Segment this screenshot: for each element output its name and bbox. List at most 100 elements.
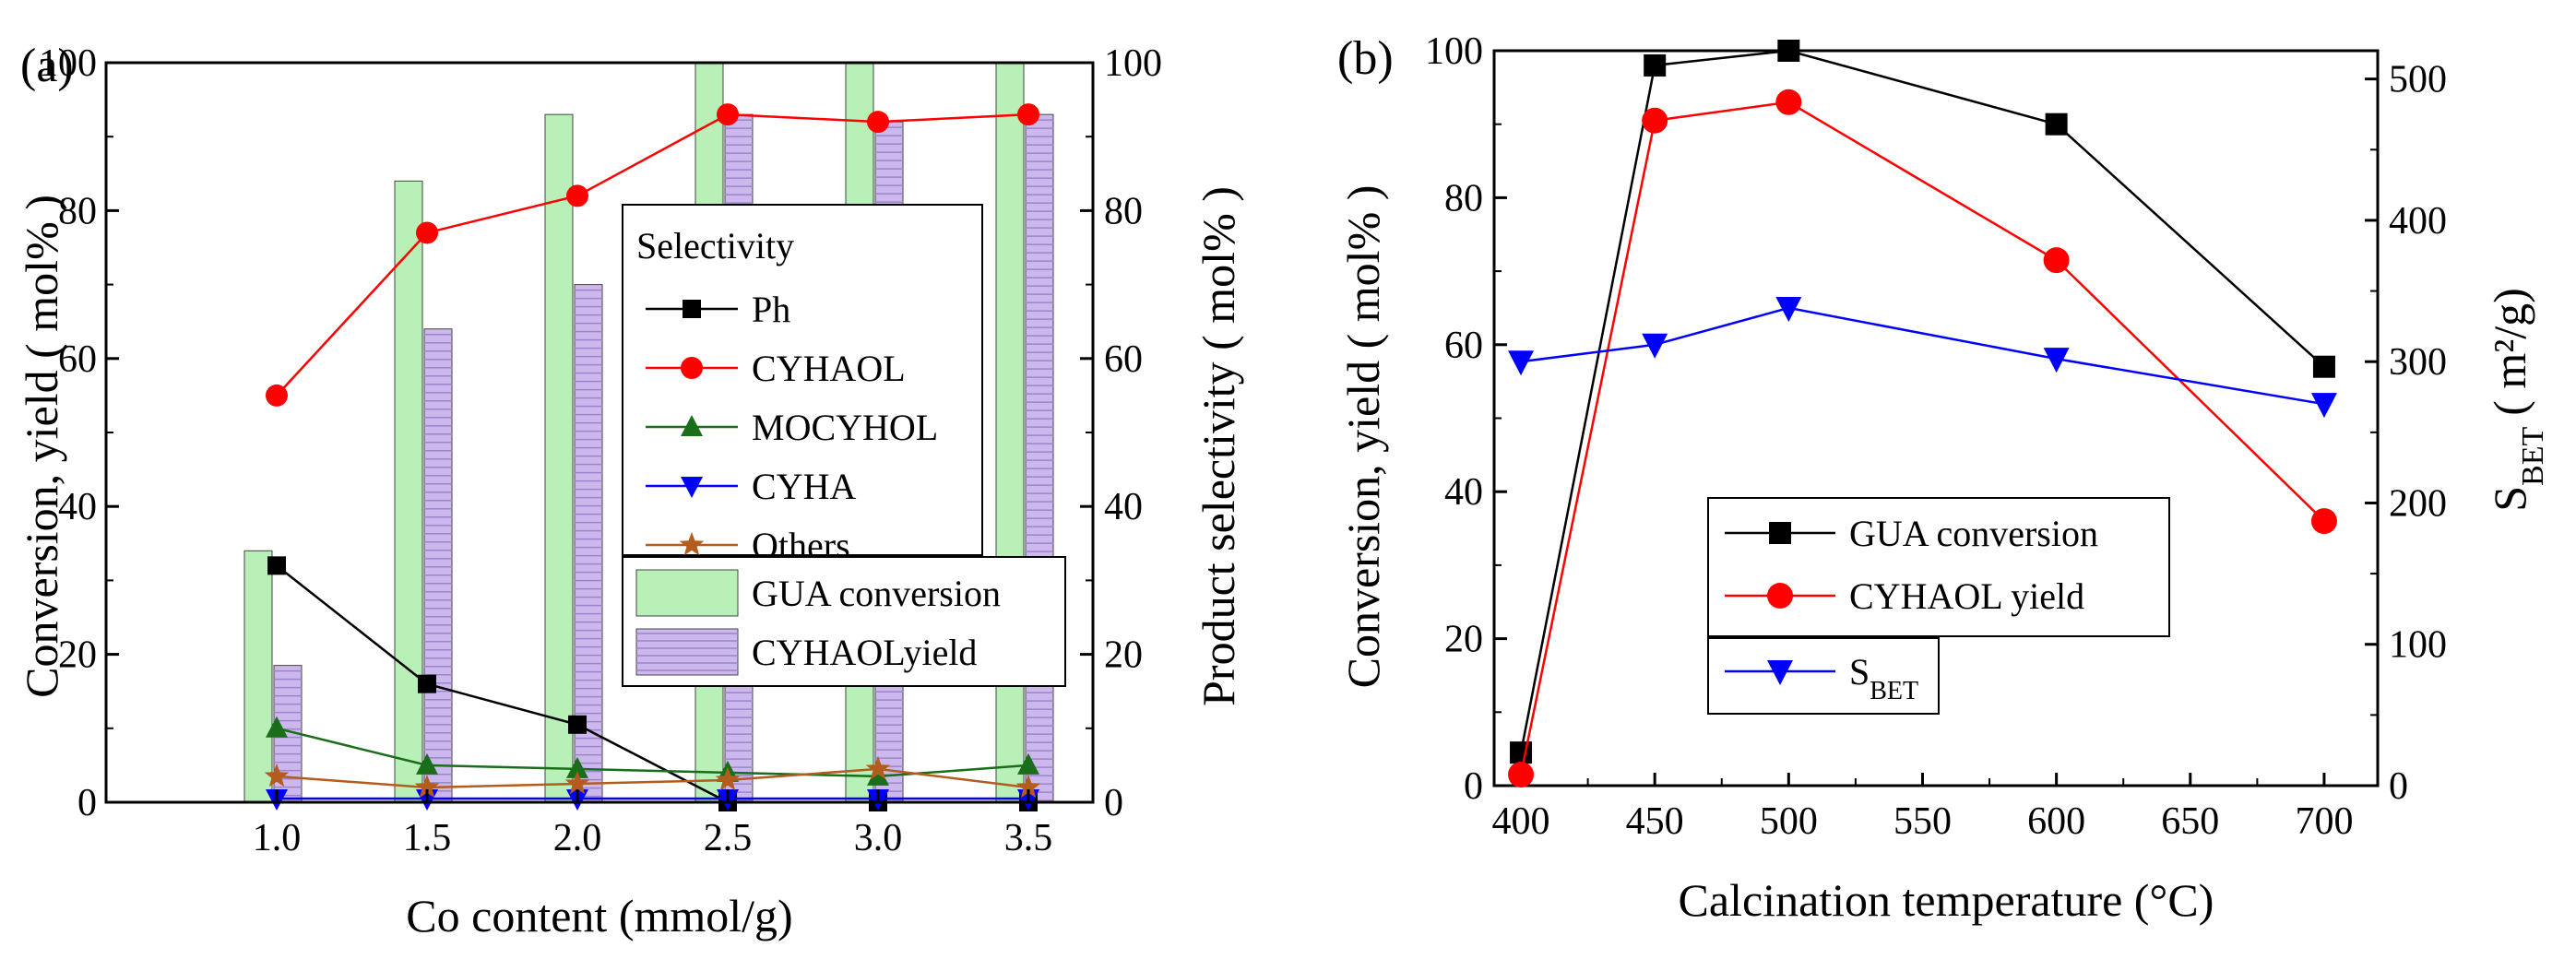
- xtick-label: 3.0: [854, 817, 903, 859]
- y-axis-label-right: Product selectivity ( mol% ): [1193, 186, 1244, 706]
- point-others: [414, 775, 440, 799]
- legend-label: GUA conversion: [752, 573, 1001, 614]
- legend-label-main: S: [1849, 651, 1870, 693]
- ytick-label-right: 20: [1104, 634, 1143, 677]
- point-cyhaol: [1017, 103, 1039, 126]
- ytick-label-right: 100: [2389, 624, 2447, 667]
- legend-label: GUA conversion: [1849, 513, 2098, 554]
- bar-gua-conversion: [995, 62, 1025, 803]
- ytick-label-right: 0: [1104, 782, 1123, 824]
- legend-label: CYHAOLyield: [752, 632, 977, 673]
- xtick-label: 2.0: [553, 817, 602, 859]
- xtick-label: 550: [1893, 800, 1952, 843]
- point-mocyhol: [266, 716, 288, 738]
- ytick-label-left: 20: [1444, 619, 1483, 661]
- y-axis-label-left: Conversion, yield ( mol% ): [1337, 185, 1389, 689]
- series-line-mocyhol: [276, 727, 1029, 778]
- x-axis-label: Calcination temperature (°C): [1679, 874, 2214, 926]
- ytick-label-right: 300: [2389, 341, 2447, 384]
- point-gua-conversion: [1644, 53, 1667, 77]
- bar-gua-conversion: [544, 113, 574, 803]
- legend-swatch: [635, 628, 739, 676]
- legend-b-sbet: SBET: [1707, 637, 1940, 715]
- bar-cyhaolyield: [1025, 113, 1054, 803]
- ytick-label-right: 200: [2389, 482, 2447, 525]
- xtick-label: 400: [1492, 800, 1550, 843]
- bar-cyhaolyield: [423, 328, 453, 803]
- legend-b: GUA conversion CYHAOL yield: [1707, 497, 2170, 637]
- panel-a: 0 0 20 20 40 40 60 60 80 80 100 100 1.0 1.5 2.0 2.5 3.0 3…: [16, 40, 1244, 941]
- legend-marker: [681, 357, 703, 379]
- point-ph: [568, 715, 587, 734]
- point-others: [264, 763, 290, 787]
- point-others: [865, 755, 891, 780]
- point-others: [564, 771, 590, 795]
- bar-gua-conversion: [243, 550, 273, 803]
- point-cyhaol: [266, 384, 288, 407]
- ytick-label-right: 60: [1104, 338, 1143, 381]
- point-mocyhol: [416, 752, 438, 775]
- x-axis-label: Co content (mmol/g): [406, 890, 792, 941]
- point-cyhaol-yield: [2043, 247, 2070, 274]
- ytick-label-left: 20: [58, 634, 97, 677]
- xtick-label: 2.5: [704, 817, 753, 859]
- ytick-label-right: 400: [2389, 200, 2447, 243]
- ytick-label-left: 0: [1464, 765, 1483, 808]
- legend-box: [622, 204, 983, 556]
- ytick-label-left: 100: [39, 42, 97, 85]
- y-axis-label-right-unit: ( m²/g): [2484, 288, 2535, 416]
- point-s: [2310, 393, 2337, 419]
- legend-marker: [1769, 522, 1791, 544]
- point-cyhaol-yield: [1775, 89, 1802, 115]
- point-s: [1775, 296, 1802, 322]
- ytick-label-right: 100: [1104, 42, 1162, 85]
- xtick-label: 1.5: [403, 817, 452, 859]
- point-cyhaol: [416, 221, 438, 244]
- xtick-label: 600: [2027, 800, 2085, 843]
- point-gua-conversion: [2312, 355, 2335, 378]
- legend-title: Selectivity: [636, 225, 794, 266]
- y-axis-label-right-main: S: [2484, 486, 2535, 512]
- y-axis-label-right: SBET ( m²/g): [2484, 288, 2550, 512]
- xtick-label: 3.5: [1004, 817, 1053, 859]
- ytick-label-left: 60: [1444, 325, 1483, 367]
- legend-label: MOCYHOL: [752, 407, 938, 448]
- ytick-label-right: 0: [2389, 765, 2408, 808]
- point-cyhaol-yield: [1642, 107, 1668, 134]
- legend-bars: GUA conversion CYHAOLyield: [622, 556, 1066, 687]
- legend-label-sub: BET: [1870, 677, 1918, 705]
- point-others: [715, 766, 741, 791]
- panel-label-b: (b): [1337, 32, 1394, 85]
- legend-label: CYHAOL: [752, 348, 906, 389]
- xtick-label: 500: [1760, 800, 1818, 843]
- point-cyhaol-yield: [2310, 508, 2337, 535]
- legend-label: SBET: [1849, 651, 1918, 705]
- legend-label: CYHA: [752, 466, 856, 507]
- legend-label: CYHAOL yield: [1849, 575, 2084, 617]
- point-cyhaol: [566, 184, 588, 207]
- bar-gua-conversion: [394, 180, 423, 803]
- series-line-others: [276, 767, 1029, 789]
- point-cyhaol: [717, 103, 739, 126]
- ytick-label-left: 0: [77, 782, 97, 824]
- y-axis-label-left: Conversion, yield ( mol% ): [16, 195, 67, 698]
- point-others: [1015, 775, 1041, 799]
- panel-label-a: (a): [20, 40, 74, 92]
- point-ph: [418, 674, 436, 693]
- xtick-label: 450: [1626, 800, 1684, 843]
- point-mocyhol: [566, 756, 588, 778]
- point-gua-conversion: [1510, 741, 1533, 764]
- ytick-label-left: 80: [58, 190, 97, 232]
- y-axis-label-right-sub: BET: [2516, 427, 2550, 486]
- series-line-cyhaol: [276, 112, 1029, 397]
- ytick-label-right: 500: [2389, 59, 2447, 101]
- point-s: [1642, 333, 1668, 359]
- ytick-label-left: 100: [1425, 30, 1483, 73]
- xtick-label: 700: [2295, 800, 2353, 843]
- xtick-label: 1.0: [253, 817, 302, 859]
- ytick-label-left: 40: [1444, 471, 1483, 514]
- legend-box: [1707, 637, 1940, 715]
- point-ph: [267, 556, 286, 575]
